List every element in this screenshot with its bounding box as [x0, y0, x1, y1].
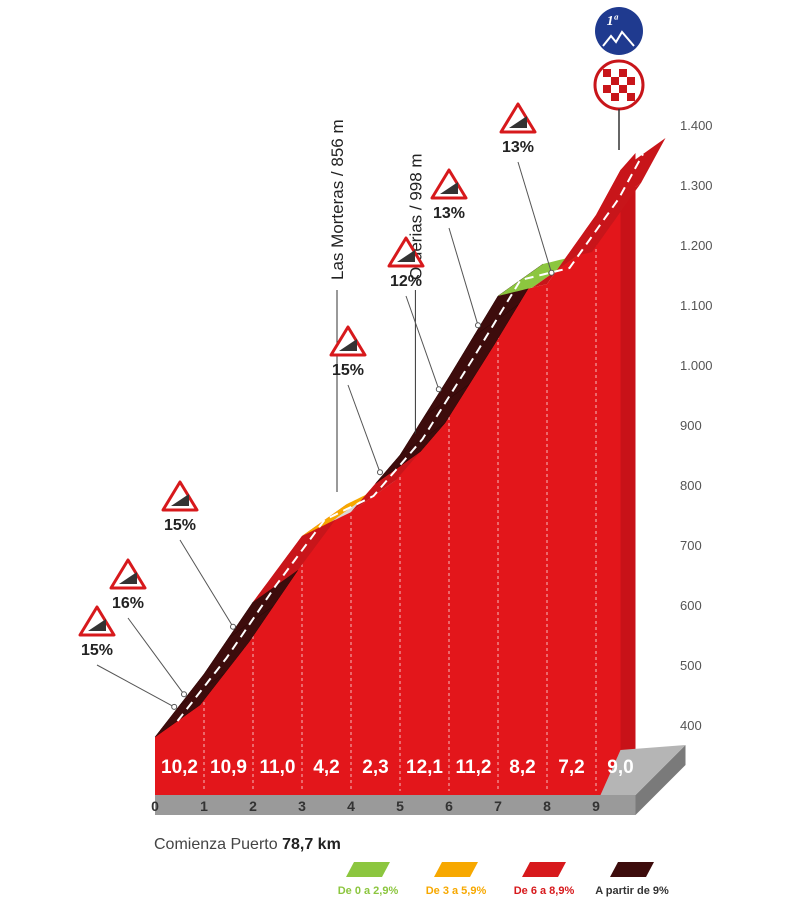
checker-square: [627, 77, 635, 85]
gradient-leader: [348, 385, 380, 472]
gradient-anchor: [182, 692, 187, 697]
max-gradient-label: 15%: [332, 362, 364, 379]
legend: De 0 a 2,9% De 3 a 5,9% De 6 a 8,9% A parti…: [338, 862, 669, 897]
gradient-anchor: [172, 704, 177, 709]
legend-swatch: [522, 862, 566, 877]
max-gradient-label: 15%: [81, 642, 113, 659]
max-gradient-label: 16%: [112, 595, 144, 612]
gradient-anchor: [231, 624, 236, 629]
gradient-anchor: [549, 270, 554, 275]
segment-grade-label: 12,1: [406, 757, 443, 778]
gradient-leader: [180, 540, 233, 627]
legend-label: A partir de 9%: [595, 885, 669, 897]
y-tick-label: 1.400: [680, 118, 713, 133]
checker-square: [619, 69, 627, 77]
x-tick-label: 5: [396, 798, 404, 814]
start-label: Comienza Puerto 78,7 km: [154, 836, 341, 853]
legend-swatch: [610, 862, 654, 877]
y-tick-label: 1.300: [680, 178, 713, 193]
segment-grade-label: 10,9: [210, 757, 247, 778]
gradient-leader: [406, 296, 439, 389]
poi-label: Las Morteras / 856 m: [328, 119, 347, 280]
segment-grade-label: 2,3: [362, 757, 388, 778]
x-tick-label: 8: [543, 798, 551, 814]
profile-side-face: [621, 153, 636, 795]
x-tick-label: 3: [298, 798, 306, 814]
checker-square: [611, 77, 619, 85]
legend-swatch: [346, 862, 390, 877]
category-badge: [595, 7, 643, 55]
gradient-leader: [518, 162, 552, 273]
checker-square: [627, 93, 635, 101]
segment-grade-label: 8,2: [509, 757, 535, 778]
checker-square: [603, 69, 611, 77]
start-km-text: 78,7 km: [282, 836, 341, 853]
y-axis: 400 500 600 700 800 900 1.000 1.100 1.200 1.300 1.…: [680, 118, 713, 733]
x-tick-label: 7: [494, 798, 502, 814]
x-tick-label: 1: [200, 798, 208, 814]
segment-grade-label: 10,2: [161, 757, 198, 778]
y-tick-label: 500: [680, 658, 702, 673]
max-gradient-label: 13%: [502, 139, 534, 156]
gradient-anchor: [436, 387, 441, 392]
legend-label: De 6 a 8,9%: [514, 885, 575, 897]
segment-grade-label: 9,0: [607, 757, 633, 778]
y-tick-label: 900: [680, 418, 702, 433]
y-tick-label: 1.100: [680, 298, 713, 313]
gradient-leader: [449, 228, 478, 325]
y-tick-label: 1.200: [680, 238, 713, 253]
max-gradient-label: 13%: [433, 205, 465, 222]
legend-swatch: [434, 862, 478, 877]
x-tick-label: 0: [151, 798, 159, 814]
segment-grade-label: 11,0: [260, 757, 296, 778]
gradient-anchor: [476, 323, 481, 328]
category-badge-text: 1ª: [607, 14, 619, 29]
y-tick-label: 400: [680, 718, 702, 733]
y-tick-label: 800: [680, 478, 702, 493]
gradient-leader: [128, 618, 184, 694]
start-label-text: Comienza Puerto: [154, 836, 278, 853]
x-tick-label: 4: [347, 798, 355, 814]
legend-label: De 3 a 5,9%: [426, 885, 487, 897]
legend-label: De 0 a 2,9%: [338, 885, 399, 897]
max-gradient-label: 15%: [164, 517, 196, 534]
poi-labels: Las Morteras / 856 m Orderias / 998 m: [328, 119, 425, 492]
checker-square: [619, 85, 627, 93]
checker-square: [603, 85, 611, 93]
gradient-leader: [97, 665, 174, 707]
segment-grade-label: 4,2: [313, 757, 339, 778]
max-gradient-label: 12%: [390, 273, 422, 290]
segment-grade-label: 7,2: [558, 757, 584, 778]
x-tick-label: 2: [249, 798, 257, 814]
y-tick-label: 600: [680, 598, 702, 613]
svg-text:Comienza Puerto 78,7 km: Comienza Puerto 78,7 km: [154, 836, 341, 853]
segment-grade-label: 11,2: [456, 757, 492, 778]
x-tick-label: 6: [445, 798, 453, 814]
y-tick-label: 1.000: [680, 358, 713, 373]
checker-square: [611, 93, 619, 101]
summit-markers: 1ª: [595, 7, 643, 150]
y-tick-label: 700: [680, 538, 702, 553]
x-tick-label: 9: [592, 798, 600, 814]
gradient-anchor: [378, 470, 383, 475]
